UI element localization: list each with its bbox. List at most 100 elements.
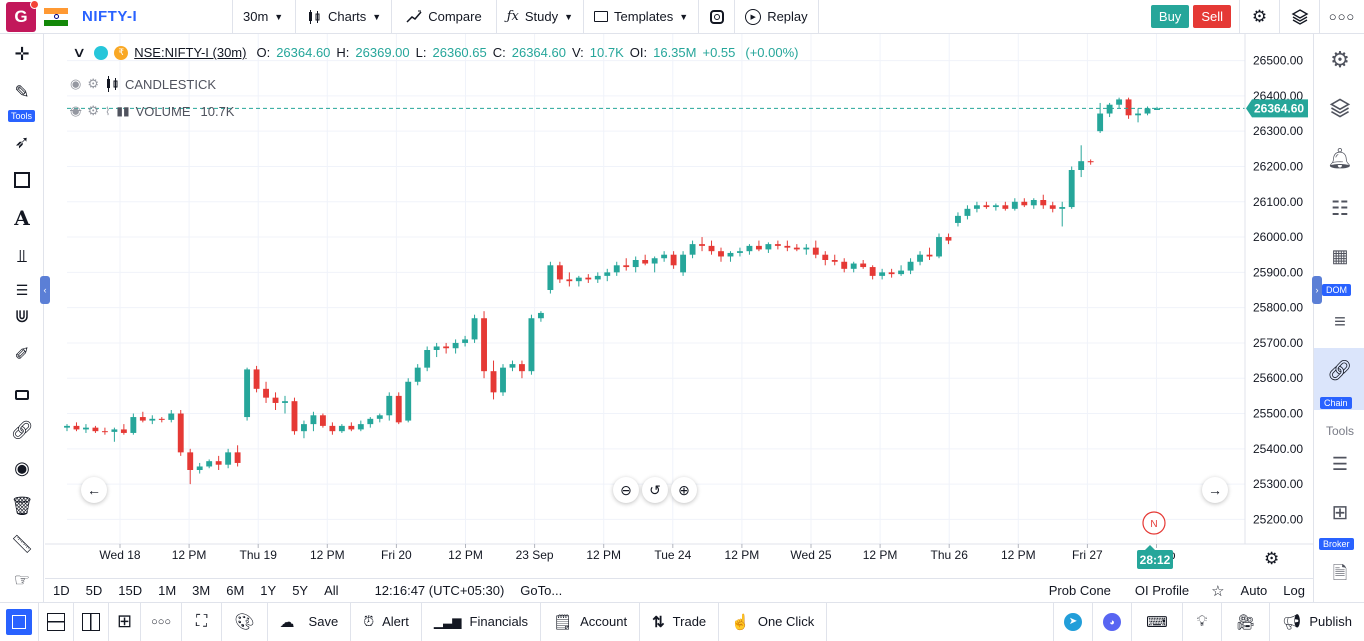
- sell-button[interactable]: Sell: [1193, 5, 1231, 28]
- price-chart[interactable]: 26500.0026400.0026300.0026200.0026100.00…: [45, 34, 1313, 578]
- telegram-button[interactable]: ➤: [1053, 602, 1094, 641]
- range-button-1d[interactable]: 1D: [53, 583, 70, 598]
- financials-button[interactable]: ▁▃▆ Financials: [422, 602, 542, 641]
- object-tree-tool[interactable]: ☞: [8, 566, 36, 594]
- visibility-tool[interactable]: ◉: [8, 454, 36, 482]
- rectangle-tool[interactable]: [8, 166, 36, 194]
- top-toolbar: G NIFTY-I 30m ▼ Charts ▼ Compare ƒx Study ▼ …: [0, 0, 1364, 34]
- chart-settings-button[interactable]: ⚙: [1264, 549, 1279, 569]
- range-button-3m[interactable]: 3M: [192, 583, 211, 598]
- price-axis[interactable]: 26500.0026400.0026300.0026200.0026100.00…: [1253, 54, 1303, 527]
- magnet-tool[interactable]: ⋓: [8, 302, 36, 330]
- gear-icon[interactable]: ⚙: [87, 76, 99, 91]
- gear-icon[interactable]: ⚙: [87, 103, 99, 118]
- range-button-6m[interactable]: 6M: [226, 583, 245, 598]
- charts-button[interactable]: Charts ▼: [296, 0, 393, 34]
- range-button-15d[interactable]: 15D: [118, 583, 143, 598]
- video-button[interactable]: 🎥︎: [1222, 602, 1271, 641]
- reset-zoom-button[interactable]: ↺: [642, 477, 668, 503]
- instagram-button[interactable]: [699, 0, 736, 34]
- reset-icon: ↺: [649, 481, 661, 498]
- interval-selector[interactable]: 30m ▼: [232, 0, 296, 34]
- link-tool[interactable]: 🔗︎: [8, 416, 36, 444]
- study-button[interactable]: ƒx Study ▼: [497, 0, 585, 34]
- scroll-left-button[interactable]: ←: [81, 477, 107, 503]
- layout-vsplit-button[interactable]: [74, 602, 109, 641]
- layout-grid-button[interactable]: ⊞: [109, 602, 142, 641]
- buy-button[interactable]: Buy: [1150, 5, 1190, 28]
- goto-button[interactable]: GoTo...: [520, 583, 563, 598]
- idea-button[interactable]: 💡︎: [1183, 602, 1223, 641]
- more-button[interactable]: ○○○: [1320, 0, 1364, 34]
- news-marker[interactable]: N: [1142, 511, 1166, 535]
- crosshair-tool[interactable]: ✛: [8, 40, 36, 68]
- zoom-out-button[interactable]: ⊖: [613, 477, 639, 503]
- range-button-5d[interactable]: 5D: [85, 583, 103, 598]
- alert-button[interactable]: ⏰︎ Alert: [351, 602, 422, 641]
- report-widget[interactable]: 🗎︎: [1326, 562, 1354, 590]
- collapse-legend-icon[interactable]: ∨: [71, 44, 87, 60]
- notes-widget[interactable]: ☷: [1326, 194, 1354, 222]
- range-button-1m[interactable]: 1M: [158, 583, 177, 598]
- discord-button[interactable]: ◕: [1093, 602, 1133, 641]
- eye-icon[interactable]: ◉: [70, 76, 82, 91]
- templates-button[interactable]: Templates ▼: [584, 0, 700, 34]
- candle: [263, 381, 269, 403]
- layout-hsplit-button[interactable]: [39, 602, 74, 641]
- account-button[interactable]: 🗒︎ Account: [541, 602, 641, 641]
- watchlist-widget[interactable]: ≡: [1326, 308, 1354, 336]
- prob-cone-button[interactable]: Prob Cone: [1048, 583, 1111, 598]
- server-widget[interactable]: ☰: [1326, 450, 1354, 478]
- range-button-all[interactable]: All: [324, 583, 339, 598]
- settings-button[interactable]: ⚙: [1240, 0, 1280, 34]
- fib-tool[interactable]: ☰: [8, 276, 36, 304]
- log-scale-button[interactable]: Log: [1283, 583, 1305, 598]
- oi-profile-button[interactable]: OI Profile: [1134, 583, 1190, 598]
- lock-tool[interactable]: [8, 378, 36, 406]
- compare-button[interactable]: Compare: [392, 0, 497, 34]
- layout-more-button[interactable]: ○○○: [141, 602, 183, 641]
- brush-tool[interactable]: ✎: [8, 78, 36, 106]
- alerts-widget[interactable]: 🔔︎: [1326, 144, 1354, 172]
- star-icon[interactable]: ☆: [1211, 582, 1225, 600]
- delete-tool[interactable]: 🗑︎: [8, 492, 36, 520]
- layout-single-button[interactable]: [0, 602, 39, 641]
- theme-button[interactable]: 🎨︎: [222, 602, 268, 641]
- save-button[interactable]: ☁ Save: [268, 602, 352, 641]
- stay-drawing-tool[interactable]: ✐: [8, 340, 36, 368]
- candle: [405, 378, 412, 423]
- replay-button[interactable]: ▶ Replay: [735, 0, 819, 34]
- text-tool[interactable]: A: [8, 204, 36, 232]
- range-button-5y[interactable]: 5Y: [292, 583, 309, 598]
- zoom-out-icon: ⊖: [620, 481, 632, 498]
- collapse-left-toolbar-button[interactable]: ‹: [40, 276, 50, 304]
- broker-widget[interactable]: ⊞: [1326, 498, 1354, 526]
- one-click-button[interactable]: ☝ One Click: [719, 602, 828, 641]
- time-axis[interactable]: Wed 18 12 PM Thu 19 12 PM Fri 20 12 PM 23 Sep 1…: [99, 544, 1176, 562]
- dom-widget[interactable]: ▦: [1326, 242, 1354, 270]
- keyboard-button[interactable]: ⌨: [1132, 602, 1183, 641]
- range-button-1y[interactable]: 1Y: [260, 583, 277, 598]
- symbol-search[interactable]: NIFTY-I: [82, 8, 138, 25]
- user-avatar[interactable]: G: [6, 0, 39, 32]
- trade-button[interactable]: ⇅ Trade: [640, 602, 720, 641]
- auto-scale-button[interactable]: Auto: [1240, 583, 1268, 598]
- publish-button[interactable]: 📢︎ Publish: [1270, 603, 1364, 641]
- source-code-icon[interactable]: ⌇: [105, 105, 111, 118]
- legend-symbol[interactable]: NSE:NIFTY-I (30m): [134, 45, 247, 60]
- layers-button[interactable]: [1280, 0, 1320, 34]
- time-tick-label: Thu 19: [240, 548, 278, 562]
- measure-tool[interactable]: ⫫: [8, 242, 36, 270]
- candle-body: [604, 272, 611, 276]
- zoom-in-button[interactable]: ⊕: [671, 477, 697, 503]
- ruler-tool[interactable]: 📏︎: [8, 530, 36, 558]
- candle-body: [869, 267, 876, 276]
- clock-time[interactable]: 12:16:47 (UTC+05:30): [374, 583, 505, 598]
- scroll-right-button[interactable]: →: [1202, 477, 1228, 503]
- cursor-tool[interactable]: ➶: [8, 128, 36, 156]
- layers-widget[interactable]: [1326, 94, 1354, 122]
- collapse-right-bar-button[interactable]: ›: [1312, 276, 1322, 304]
- eye-off-icon[interactable]: ◉: [70, 103, 82, 118]
- settings-widget[interactable]: ⚙: [1326, 46, 1354, 74]
- fullscreen-button[interactable]: ⛶: [182, 602, 223, 641]
